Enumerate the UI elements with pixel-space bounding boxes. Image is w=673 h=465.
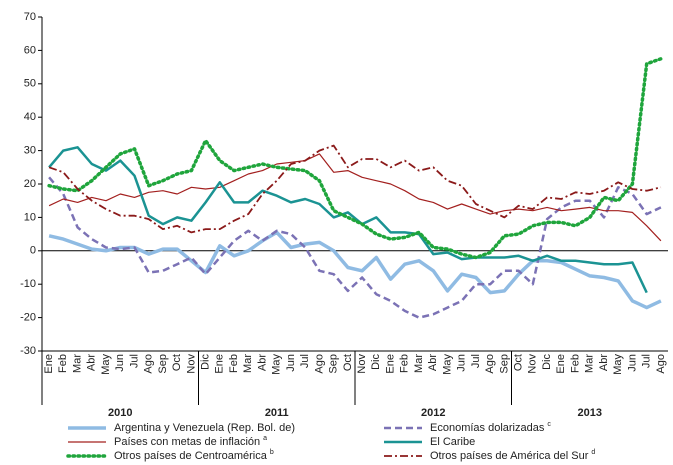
x-tick-label: Jul [470, 354, 482, 368]
y-tick-label: 0 [30, 245, 36, 257]
series-line [48, 146, 648, 294]
legend-label: Economías dolarizadas c [430, 421, 551, 434]
x-tick-label: May [612, 354, 624, 375]
legend-label: Otros países de América del Sur d [430, 449, 595, 462]
x-tick-label: Nov [185, 354, 197, 374]
x-tick-label: Abr [86, 354, 98, 371]
x-tick-label: Oct [342, 354, 354, 371]
x-tick-label: Ene [214, 354, 226, 374]
y-tick-label: 60 [24, 44, 36, 56]
x-tick-label: Mar [413, 354, 425, 373]
y-tick-label: 30 [24, 145, 36, 157]
x-tick-label: Jul [641, 354, 653, 368]
y-tick-label: 10 [24, 211, 36, 223]
x-tick-label: Jul [128, 354, 140, 368]
x-tick-label: Sep [328, 354, 340, 374]
legend-label: Otros países de Centroamérica b [114, 449, 274, 462]
x-tick-label: Ene [384, 354, 396, 374]
x-tick-label: Oct [171, 354, 183, 371]
x-tick-label: Mar [242, 354, 254, 373]
x-tick-label: Sep [498, 354, 510, 374]
legend-name: Países con metas de inflación [114, 436, 260, 448]
x-tick-label: Nov [356, 354, 368, 374]
x-tick-label: Abr [598, 354, 610, 371]
x-tick-label: Feb [57, 354, 69, 373]
x-tick-label: Jun [114, 354, 126, 372]
legend-label: Argentina y Venezuela (Rep. Bol. de) [114, 422, 295, 434]
x-tick-label: Jul [299, 354, 311, 368]
year-label: 2012 [421, 407, 445, 419]
x-tick-label: Mar [584, 354, 596, 373]
x-tick-label: Dic [200, 354, 212, 370]
year-label: 2013 [578, 407, 602, 419]
legend-name: El Caribe [430, 436, 475, 448]
x-tick-label: Dic [370, 354, 382, 370]
x-tick-label: May [271, 354, 283, 375]
x-tick-label: Jun [285, 354, 297, 372]
x-tick-label: Mar [71, 354, 83, 373]
year-label: 2011 [265, 407, 289, 419]
x-tick-label: Ago [143, 354, 155, 374]
legend-note: d [591, 449, 595, 456]
legend-note: a [263, 435, 267, 442]
x-tick-label: Feb [228, 354, 240, 373]
x-tick-label: Ene [43, 354, 55, 374]
series-line [48, 153, 662, 242]
x-tick-label: Ago [313, 354, 325, 374]
y-tick-label: 50 [24, 78, 36, 90]
y-tick-label: -30 [20, 345, 36, 357]
x-tick-label: Ago [484, 354, 496, 374]
legend-name: Economías dolarizadas [430, 422, 545, 434]
y-tick-label: -20 [20, 312, 36, 324]
legend-name: Otros países de América del Sur [430, 450, 589, 462]
x-tick-label: Abr [256, 354, 268, 371]
legend-label: El Caribe [430, 436, 475, 448]
x-tick-label: Jun [626, 354, 638, 372]
x-tick-label: May [441, 354, 453, 375]
x-tick-label: Dic [541, 354, 553, 370]
x-tick-label: Abr [427, 354, 439, 371]
legend-name: Otros países de Centroamérica [114, 450, 268, 462]
x-tick-label: Nov [527, 354, 539, 374]
legend-note: c [547, 421, 551, 428]
x-tick-label: Ene [555, 354, 567, 374]
y-tick-label: 70 [24, 11, 36, 23]
y-tick-label: 20 [24, 178, 36, 190]
series-line [47, 57, 663, 260]
y-tick-label: -10 [20, 278, 36, 290]
x-tick-label: Jun [456, 354, 468, 372]
series-line [48, 144, 662, 234]
x-tick-label: May [100, 354, 112, 375]
x-tick-label: Sep [157, 354, 169, 374]
y-tick-label: 40 [24, 111, 36, 123]
legend-label: Países con metas de inflación a [114, 435, 267, 448]
series-line [48, 176, 662, 319]
x-tick-label: Feb [399, 354, 411, 373]
legend-note: b [270, 449, 274, 456]
x-tick-label: Feb [569, 354, 581, 373]
x-tick-label: Oct [513, 354, 525, 371]
legend-name: Argentina y Venezuela (Rep. Bol. de) [114, 422, 295, 434]
x-tick-label: Ago [655, 354, 667, 374]
year-label: 2010 [108, 407, 132, 419]
series-line [48, 230, 662, 310]
